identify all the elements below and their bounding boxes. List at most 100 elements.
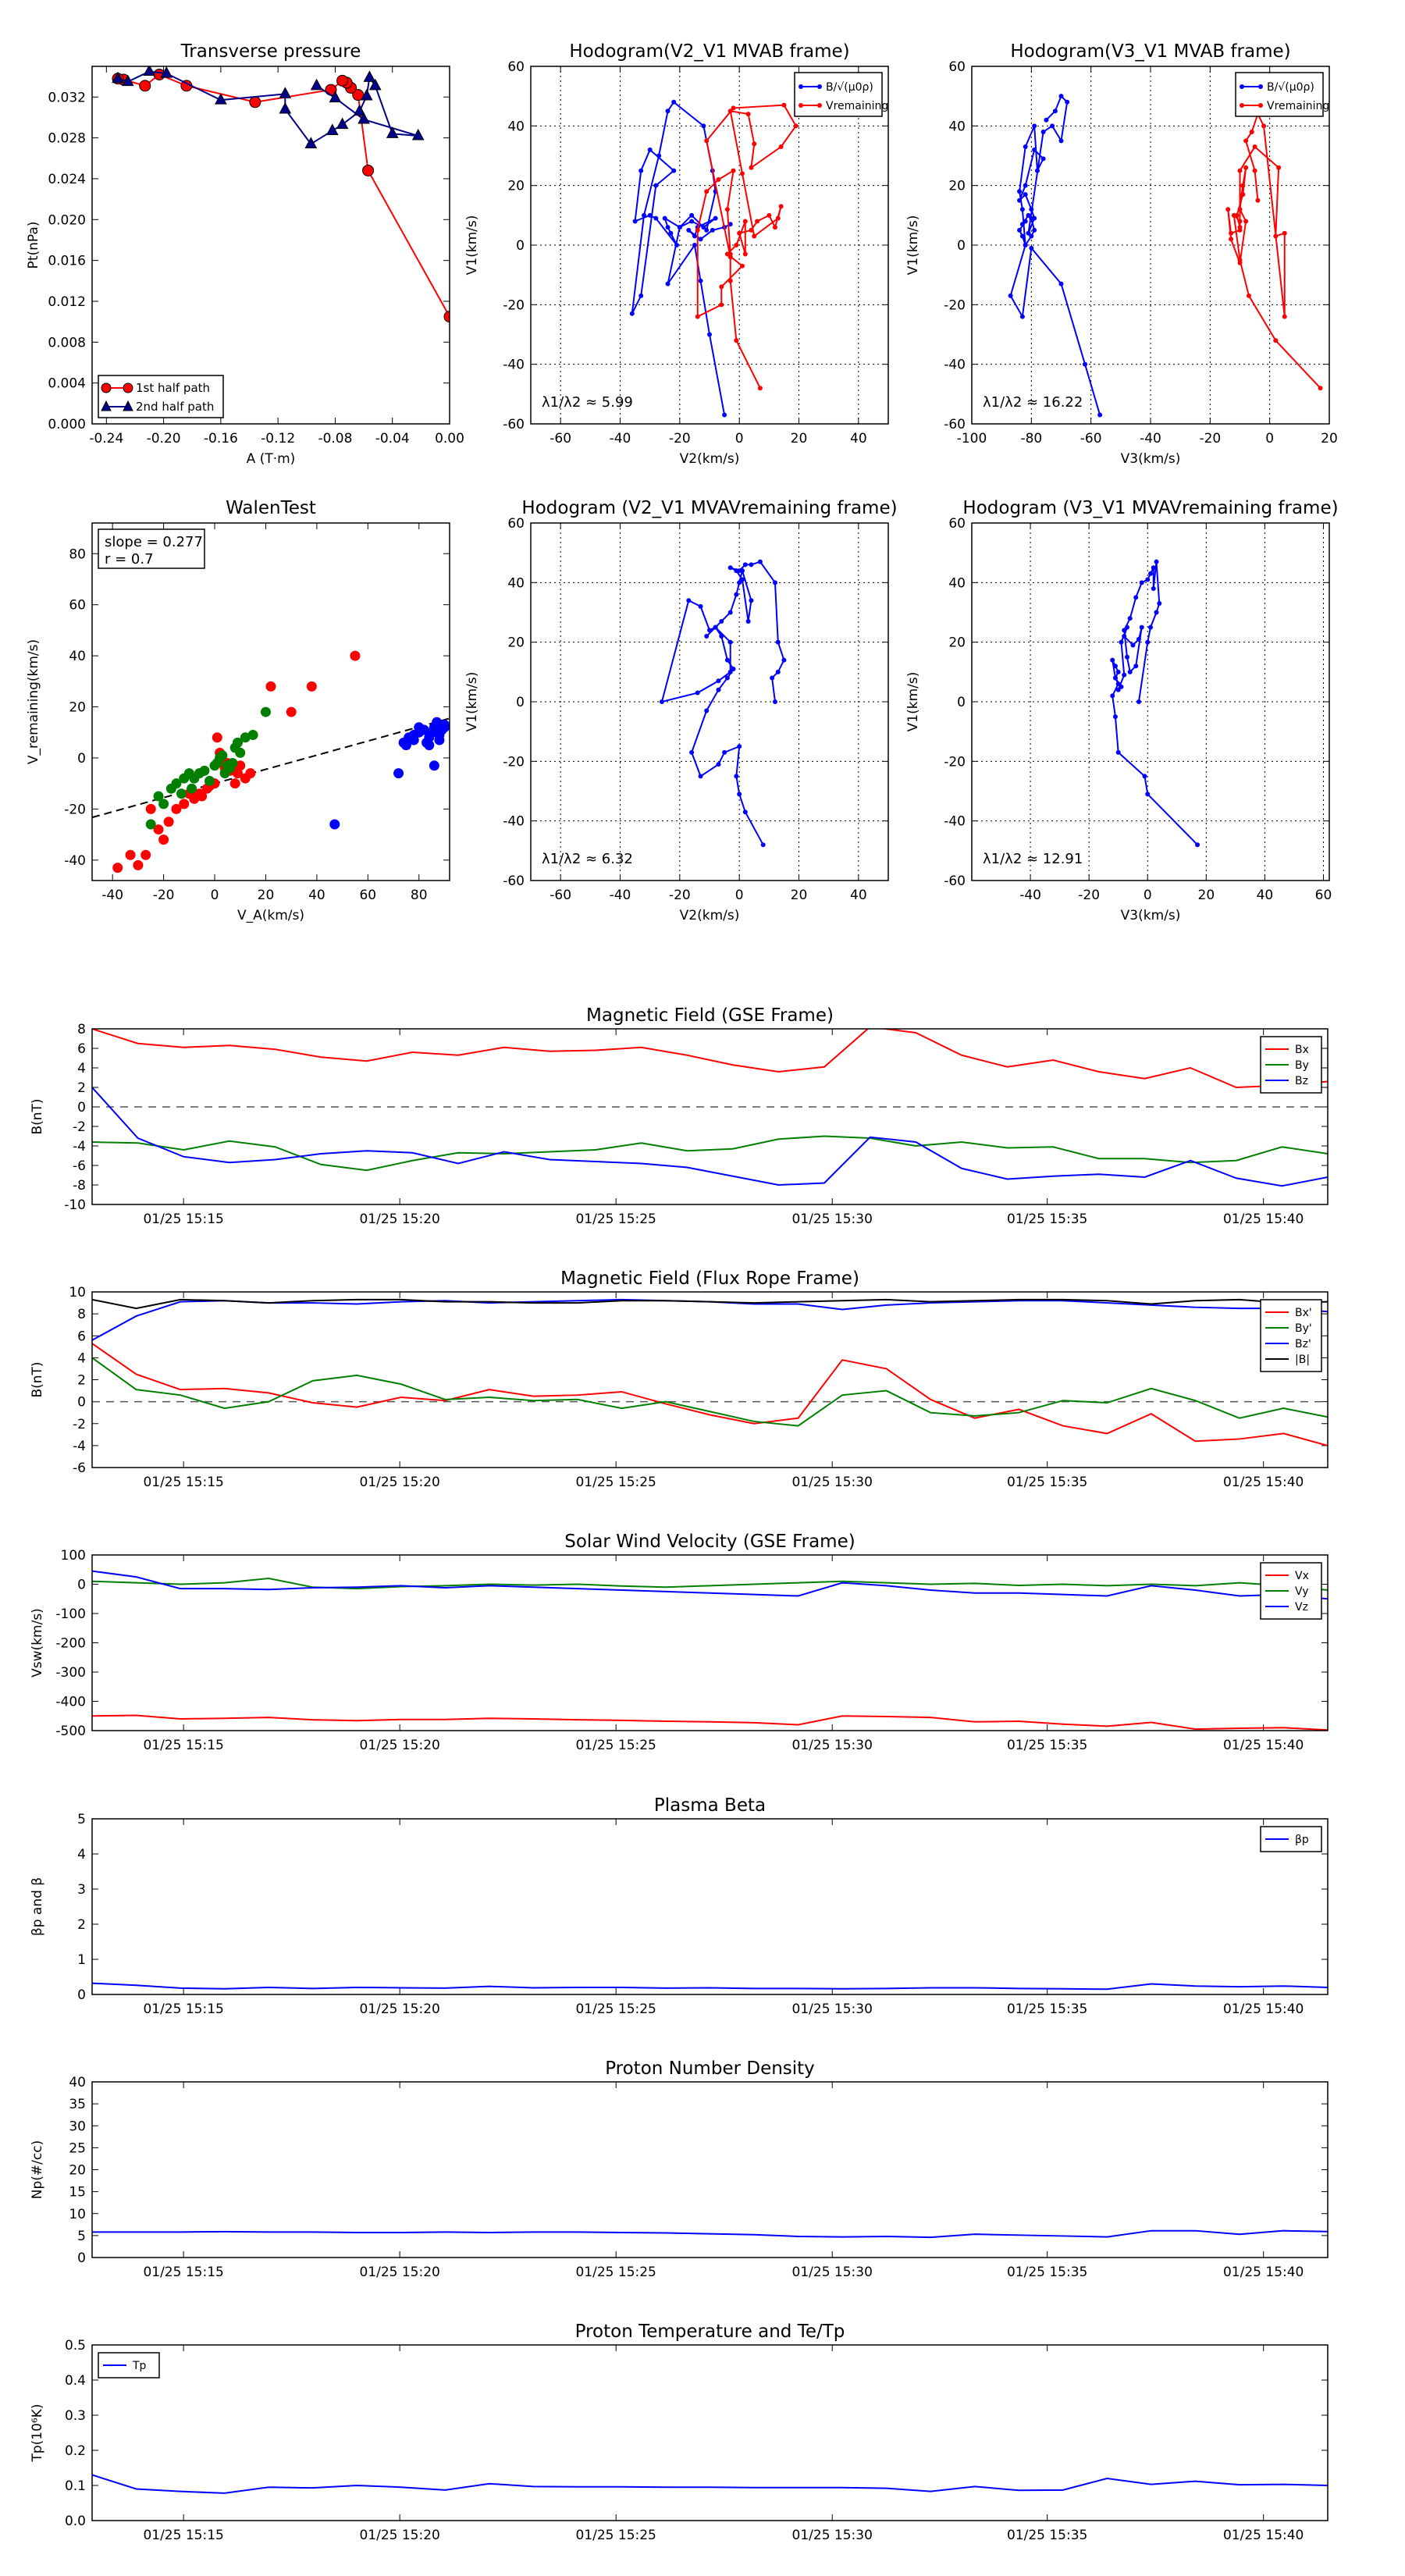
time-tick-label: 01/25 15:20: [359, 2265, 439, 2280]
chart-title: Proton Temperature and Te/Tp: [575, 2322, 845, 2342]
data-point: [1273, 233, 1279, 239]
x-tick-label: -40: [610, 888, 631, 903]
time-tick-label: 01/25 15:35: [1007, 2528, 1087, 2543]
data-point: [1145, 577, 1151, 582]
data-point: [215, 93, 227, 105]
series-line-Tp: [92, 2474, 1328, 2494]
data-point: [701, 225, 706, 230]
y-axis-label: Tp(10⁶K): [30, 2403, 45, 2462]
x-tick-label: -20: [1199, 431, 1221, 447]
y-axis-label: Pt(nPa): [26, 222, 41, 269]
x-tick-label: -60: [550, 431, 571, 447]
data-point: [716, 678, 721, 684]
plot-area: [92, 650, 450, 873]
data-point: [1008, 293, 1013, 298]
data-point: [668, 230, 674, 236]
legend-label: Bz: [1295, 1075, 1308, 1087]
y-tick-label: 30: [69, 2119, 86, 2134]
data-point: [429, 760, 439, 771]
data-point: [724, 657, 730, 663]
y-tick-label: 40: [69, 649, 86, 664]
x-tick-label: -20: [153, 888, 175, 903]
y-tick-label: 80: [69, 546, 86, 562]
data-point: [1130, 642, 1136, 648]
data-point: [245, 768, 256, 779]
data-point: [755, 219, 760, 224]
series-line-0: [660, 560, 785, 845]
data-point: [1139, 580, 1144, 585]
data-point: [757, 559, 763, 564]
data-point: [439, 722, 450, 733]
data-point: [1115, 681, 1121, 687]
series-line-1: [1227, 112, 1321, 389]
data-point: [662, 215, 667, 221]
legend-marker: [1240, 103, 1244, 108]
y-tick-label: 40: [948, 575, 966, 591]
legend-box: [98, 375, 224, 418]
data-point: [731, 667, 736, 672]
data-point: [1112, 675, 1118, 681]
series-line-1: [117, 70, 418, 145]
y-tick-label: 20: [69, 700, 86, 716]
data-point: [1040, 156, 1046, 162]
data-point: [1318, 386, 1323, 391]
axes-frame: [971, 522, 1330, 881]
legend-label: Bz': [1295, 1338, 1311, 1350]
plot-area: [92, 1298, 1328, 1446]
data-point: [443, 311, 450, 323]
time-tick-label: 01/25 15:25: [575, 1738, 656, 1753]
plot-area: [92, 1982, 1328, 1991]
y-tick-label: 0.2: [65, 2443, 86, 2459]
time-tick-label: 01/25 15:15: [143, 2001, 223, 2017]
x-tick-label: -0.12: [261, 431, 295, 447]
data-point: [160, 66, 173, 78]
data-point: [716, 762, 721, 767]
series-line-0: [1009, 94, 1101, 415]
data-point: [176, 788, 187, 799]
x-tick-label: 0: [735, 431, 744, 447]
data-point: [749, 165, 754, 170]
data-point: [775, 639, 781, 645]
data-point: [1052, 109, 1058, 114]
data-point: [745, 618, 751, 624]
data-point: [1246, 293, 1251, 298]
y-tick-label: 0: [77, 2250, 86, 2266]
data-point: [1032, 215, 1037, 221]
data-point: [1019, 222, 1025, 227]
y-tick-label: 0: [957, 695, 966, 710]
data-point: [731, 168, 736, 173]
y-axis-label: Vsw(km/s): [30, 1608, 45, 1678]
y-tick-label: 20: [507, 635, 525, 651]
y-tick-label: 25: [69, 2140, 86, 2156]
chart-title: Hodogram(V2_V1 MVAB frame): [569, 41, 849, 62]
y-tick-label: 60: [69, 598, 86, 614]
data-point: [752, 233, 757, 239]
legend-label: Vy: [1295, 1585, 1309, 1598]
data-point: [1237, 225, 1243, 230]
data-point: [1110, 657, 1115, 663]
legend-label: 1st half path: [136, 381, 210, 395]
y-tick-label: 1: [77, 1952, 86, 1968]
time-tick-label: 01/25 15:20: [359, 1475, 439, 1490]
data-point: [1151, 565, 1156, 571]
legend-label: By': [1295, 1322, 1312, 1335]
y-tick-label: 0.5: [65, 2338, 86, 2354]
data-point: [1019, 207, 1025, 212]
data-point: [158, 799, 169, 809]
y-axis-label: V1(km/s): [905, 215, 921, 276]
data-point: [757, 386, 763, 391]
y-axis-label: V1(km/s): [905, 672, 921, 732]
data-point: [1065, 99, 1070, 105]
x-tick-label: 40: [850, 431, 867, 447]
annotation-line: slope = 0.277: [105, 534, 203, 550]
data-point: [1023, 144, 1028, 150]
x-tick-label: 0: [1144, 888, 1152, 903]
data-point: [734, 243, 739, 247]
x-tick-label: 20: [791, 431, 808, 447]
legend-marker: [799, 103, 803, 108]
data-point: [647, 147, 653, 152]
y-tick-label: 0.016: [48, 254, 86, 269]
y-tick-label: -100: [55, 1606, 86, 1622]
data-point: [1019, 233, 1025, 239]
